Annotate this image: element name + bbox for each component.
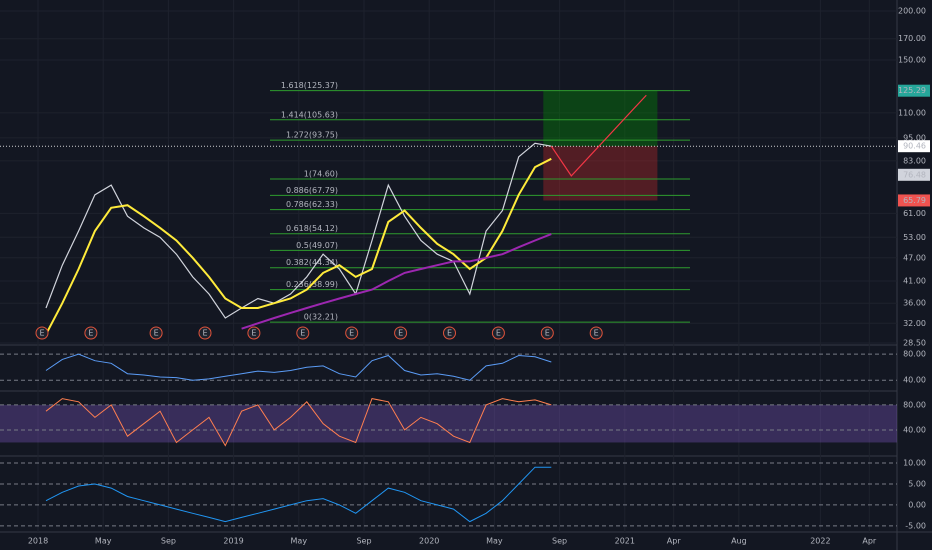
earnings-marker <box>540 326 554 340</box>
price-tag <box>898 140 930 153</box>
earnings-marker <box>296 326 310 340</box>
earnings-label: E <box>447 329 452 338</box>
earnings-marker <box>491 326 505 340</box>
x-tick-label: May <box>95 537 112 546</box>
earnings-marker <box>35 326 49 340</box>
x-tick-label: Sep <box>161 537 176 546</box>
earnings-label: E <box>251 329 256 338</box>
fib-label: 0.886(67.79) <box>286 186 338 195</box>
x-tick-label: Sep <box>552 537 567 546</box>
x-tick-label: 2019 <box>223 537 243 546</box>
y-tick-label: 110.00 <box>898 108 926 117</box>
y-tick-label: 47.00 <box>903 253 926 262</box>
fib-label: 0.382(44.34) <box>286 258 338 267</box>
y-tick-label: 36.00 <box>903 299 926 308</box>
x-tick-label: May <box>291 537 308 546</box>
y-tick-label: 80.00 <box>903 350 926 359</box>
grid <box>0 0 897 532</box>
earnings-label: E <box>39 329 44 338</box>
fib-label: 0.5(49.07) <box>296 241 338 250</box>
fib-label: 1.414(105.63) <box>281 110 338 119</box>
x-tick-label: 2021 <box>615 537 635 546</box>
y-tick-label: 80.00 <box>903 400 926 409</box>
y-tick-label: -5.00 <box>905 521 926 530</box>
y-tick-label: 40.00 <box>903 376 926 385</box>
earnings-marker <box>443 326 456 340</box>
earnings-marker <box>589 326 603 340</box>
fib-label: 0.786(62.33) <box>286 200 338 209</box>
earnings-label: E <box>496 329 501 338</box>
price-tag <box>898 194 930 207</box>
price-line <box>45 142 552 319</box>
y-tick-label: 170.00 <box>898 34 926 43</box>
x-tick-label: 2022 <box>810 537 830 546</box>
earnings-marker <box>198 326 212 340</box>
earnings-label: E <box>349 329 354 338</box>
y-tick-label: 5.00 <box>908 479 926 488</box>
earnings-label: E <box>300 329 305 338</box>
stop-loss-zone <box>543 146 658 201</box>
fib-label: 1.618(125.37) <box>281 81 338 90</box>
x-tick-label: 2018 <box>28 537 48 546</box>
earnings-label: E <box>202 329 207 338</box>
earnings-label: E <box>154 329 159 338</box>
price-tag <box>898 168 930 181</box>
y-tick-label: 41.00 <box>903 277 926 286</box>
y-tick-label: 200.00 <box>898 7 926 16</box>
indicator-line <box>45 466 552 523</box>
y-tick-label: 32.00 <box>903 319 926 328</box>
y-tick-label: 61.00 <box>903 209 926 218</box>
fib-label: 1(74.60) <box>304 170 338 179</box>
fib-label: 1.272(93.75) <box>286 131 338 140</box>
x-tick-label: Apr <box>667 537 682 546</box>
earnings-label: E <box>545 329 550 338</box>
indicator-line <box>45 353 552 381</box>
x-tick-label: Apr <box>862 537 877 546</box>
take-profit-zone <box>543 90 658 147</box>
y-tick-label: 28.50 <box>903 339 926 348</box>
y-tick-label: 53.00 <box>903 233 926 242</box>
indicator-line <box>45 398 552 447</box>
fib-label: 0.618(54.12) <box>286 224 338 233</box>
earnings-marker <box>345 326 359 340</box>
y-tick-label: 83.00 <box>903 156 926 165</box>
price-line <box>45 157 552 335</box>
price-tag-label: 125.29 <box>898 86 926 95</box>
y-tick-label: 95.00 <box>903 133 926 142</box>
x-tick-label: Sep <box>356 537 371 546</box>
price-line <box>241 233 552 330</box>
x-tick-label: 2020 <box>419 537 439 546</box>
price-tag-label: 90.46 <box>903 142 926 151</box>
x-tick-label: Aug <box>731 537 747 546</box>
y-tick-label: 0.00 <box>908 500 926 509</box>
y-tick-label: 10.00 <box>903 459 926 468</box>
y-tick-label: 150.00 <box>898 56 926 65</box>
price-tag <box>898 84 930 97</box>
earnings-label: E <box>398 329 403 338</box>
earnings-marker <box>84 326 98 340</box>
earnings-marker <box>394 326 408 340</box>
y-tick-label: 40.00 <box>903 425 926 434</box>
earnings-label: E <box>88 329 93 338</box>
earnings-label: E <box>594 329 599 338</box>
fib-label: 0(32.21) <box>304 313 338 322</box>
stoch-band <box>0 404 897 443</box>
earnings-marker <box>247 326 261 340</box>
earnings-marker <box>149 326 163 340</box>
price-tag-label: 65.79 <box>903 196 926 205</box>
x-tick-label: May <box>486 537 503 546</box>
price-tag-label: 76.48 <box>903 170 926 179</box>
projection-arrow <box>550 94 647 177</box>
